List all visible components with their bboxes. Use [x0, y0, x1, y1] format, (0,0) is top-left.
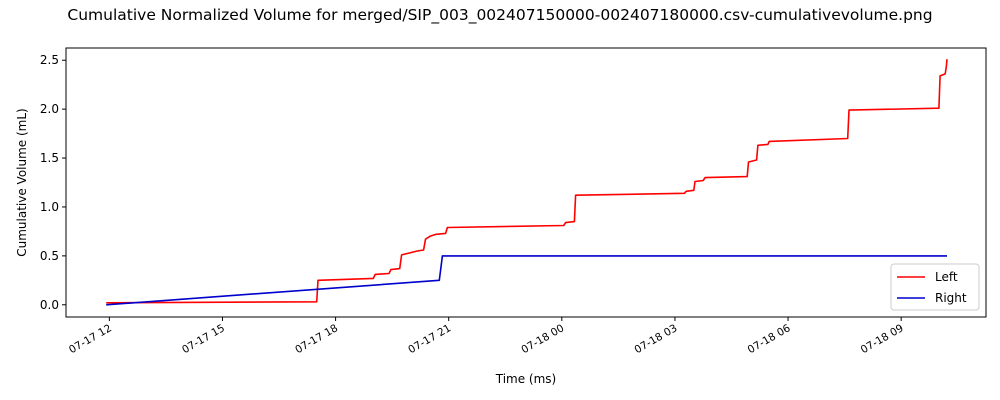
y-axis-label: Cumulative Volume (mL) [15, 108, 29, 257]
legend-label-left: Left [935, 270, 958, 284]
y-tick-label: 1.5 [40, 151, 59, 165]
x-tick-label: 07-18 06 [746, 322, 793, 356]
x-tick-label: 07-17 21 [406, 322, 453, 356]
y-tick-label: 2.0 [40, 102, 59, 116]
x-tick-label: 07-18 09 [859, 322, 906, 356]
x-tick-label: 07-17 15 [180, 322, 227, 356]
x-axis-label: Time (ms) [495, 372, 557, 386]
y-tick-label: 0.0 [40, 298, 59, 312]
legend-label-right: Right [935, 291, 967, 305]
chart-title: Cumulative Normalized Volume for merged/… [67, 6, 933, 24]
x-tick-label: 07-17 12 [67, 322, 114, 356]
y-axis: 0.0 0.5 1.0 1.5 2.0 2.5 [40, 53, 66, 312]
plot-frame [65, 47, 987, 318]
series-line-right [106, 255, 947, 306]
y-tick-label: 1.0 [40, 200, 59, 214]
x-tick-label: 07-18 03 [633, 322, 680, 356]
x-axis: 07-17 12 07-17 15 07-17 18 07-17 21 07-18 00… [67, 317, 906, 356]
series-layer [106, 59, 948, 306]
x-tick-label: 07-18 00 [519, 322, 566, 356]
y-tick-label: 0.5 [40, 249, 59, 263]
legend: Left Right [890, 263, 980, 311]
series-line-left [106, 59, 948, 304]
x-tick-label: 07-17 18 [293, 322, 340, 356]
y-tick-label: 2.5 [40, 53, 59, 67]
